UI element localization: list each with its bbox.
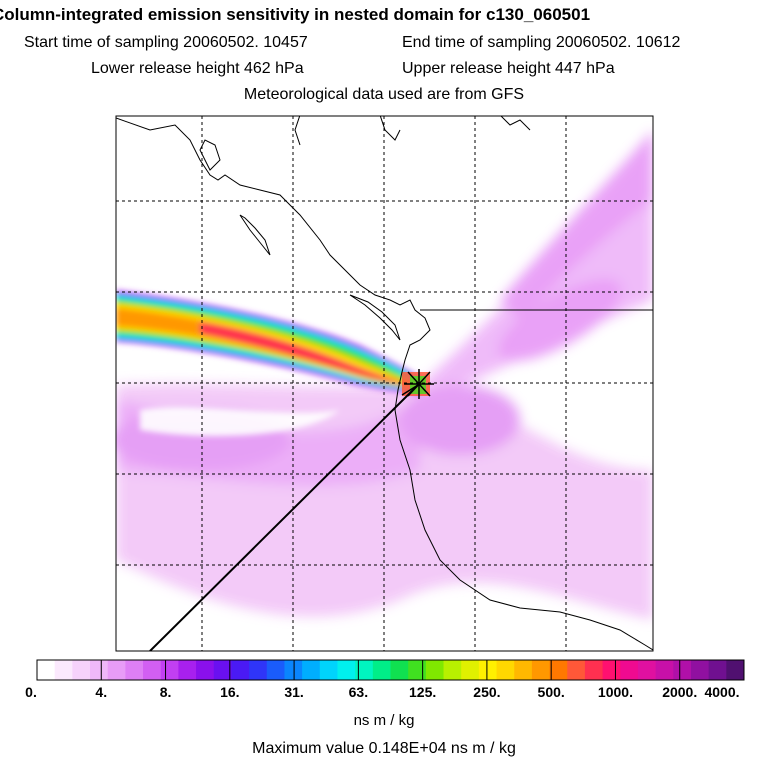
field-center-patch	[400, 385, 520, 455]
colorbar-swatch	[72, 660, 91, 680]
colorbar-swatch	[90, 660, 109, 680]
colorbar-swatch	[637, 660, 657, 680]
colorbar-swatch	[584, 660, 604, 680]
colorbar-tick-label: 8.	[159, 684, 172, 700]
colorbar-swatch	[249, 660, 268, 680]
field-ne-patch	[498, 278, 622, 362]
colorbar-tick-label: 125.	[409, 684, 437, 700]
gridlines	[116, 116, 653, 651]
upper-release-label: Upper release height 447 hPa	[402, 60, 615, 77]
colorbar-swatch	[231, 660, 250, 680]
colorbar-tick-label: 250.	[473, 684, 501, 700]
colorbar-tick-label: 1000.	[597, 684, 633, 700]
coastline	[116, 116, 653, 651]
end-time-label: End time of sampling 20060502. 10612	[402, 34, 681, 51]
colorbar-swatch	[567, 660, 586, 680]
colorbar-frame	[36, 659, 745, 681]
colorbar-swatch	[143, 660, 162, 680]
colorbar-swatch	[302, 660, 321, 680]
colorbar-swatch	[125, 660, 144, 680]
colorbar-tick-label: 63.	[348, 684, 369, 700]
colorbar-swatch	[549, 660, 568, 680]
colorbar-swatch	[620, 660, 639, 680]
colorbar-tick-label: 31.	[284, 684, 304, 700]
colorbar-tick-label: 2000.	[662, 684, 698, 700]
start-time-label: Start time of sampling 20060502. 10457	[24, 34, 308, 51]
colorbar-swatch	[160, 660, 179, 680]
colorbar-swatch	[266, 660, 285, 680]
colorbar-tick-label: 4000.	[704, 684, 740, 700]
met-data-label: Meteorological data used are from GFS	[243, 86, 525, 103]
colorbar-swatch	[514, 660, 533, 680]
colorbar-swatch	[531, 660, 551, 680]
release-marker	[404, 369, 434, 399]
colorbar-swatch	[496, 660, 515, 680]
flight-track	[149, 384, 419, 651]
colorbar-unit: ns m / kg	[353, 712, 415, 729]
colorbar-swatch	[107, 660, 126, 680]
colorbar-swatch	[425, 660, 445, 680]
colorbar-swatch	[372, 660, 391, 680]
colorbar	[36, 660, 745, 680]
colorbar-swatch	[355, 660, 374, 680]
colorbar-swatch	[54, 660, 73, 680]
figure-title: Column-integrated emission sensitivity i…	[0, 5, 591, 24]
colorbar-tick-label: 500.	[537, 684, 565, 700]
field-inner-white	[140, 407, 340, 436]
colorbar-tick-label: 0.	[25, 684, 37, 700]
plume-red	[200, 322, 415, 386]
colorbar-swatch	[726, 660, 745, 680]
map-frame	[115, 115, 654, 652]
colorbar-swatch	[37, 660, 56, 680]
colorbar-swatch	[319, 660, 338, 680]
colorbar-swatch	[196, 660, 215, 680]
colorbar-swatch	[673, 660, 692, 680]
colorbar-swatch	[708, 660, 727, 680]
max-value-label: Maximum value 0.148E+04 ns m / kg	[252, 740, 516, 757]
colorbar-swatch	[655, 660, 674, 680]
colorbar-swatch	[478, 660, 498, 680]
colorbar-swatch	[178, 660, 197, 680]
colorbar-swatch	[213, 660, 232, 680]
colorbar-swatch	[443, 660, 462, 680]
field-north-ne	[500, 130, 653, 320]
plume	[116, 290, 425, 395]
lower-release-label: Lower release height 462 hPa	[91, 60, 304, 77]
colorbar-swatch	[461, 660, 480, 680]
sensitivity-field	[116, 116, 653, 651]
colorbar-swatch	[284, 660, 303, 680]
colorbar-tick-label: 16.	[220, 684, 240, 700]
colorbar-swatch	[602, 660, 621, 680]
colorbar-swatch	[390, 660, 409, 680]
colorbar-swatch	[337, 660, 356, 680]
colorbar-swatch	[408, 660, 427, 680]
colorbar-tick-label: 4.	[95, 684, 108, 700]
colorbar-swatch	[690, 660, 710, 680]
